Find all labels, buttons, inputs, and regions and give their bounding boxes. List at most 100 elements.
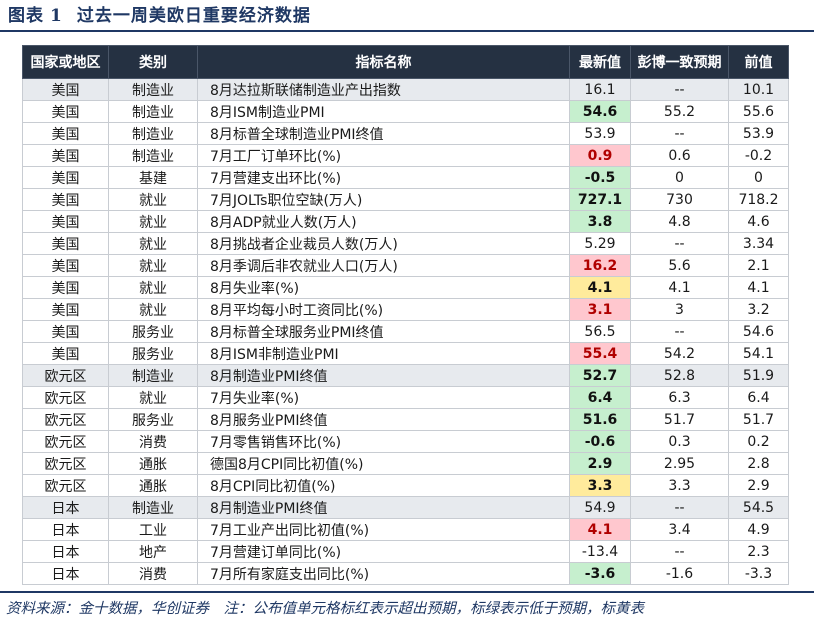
- table-row: 欧元区 制造业 8月制造业PMI终值 52.7 52.8 51.9: [22, 364, 789, 387]
- cell-latest: 0.9: [569, 144, 631, 167]
- cell-category: 就业: [108, 386, 198, 409]
- cell-region: 欧元区: [22, 364, 109, 387]
- cell-consensus: 52.8: [630, 364, 729, 387]
- cell-category: 通胀: [108, 452, 198, 475]
- cell-region: 欧元区: [22, 386, 109, 409]
- cell-indicator: 8月制造业PMI终值: [197, 496, 570, 519]
- table-row: 美国 制造业 8月标普全球制造业PMI终值 53.9 -- 53.9: [22, 122, 789, 145]
- cell-latest: 4.1: [569, 276, 631, 299]
- cell-category: 就业: [108, 188, 198, 211]
- table-body: 美国 制造业 8月达拉斯联储制造业产出指数 16.1 -- 10.1 美国 制造业 8月ISM制…: [22, 78, 789, 585]
- header-consensus: 彭博一致预期: [630, 45, 729, 79]
- cell-indicator: 8月平均每小时工资同比(%): [197, 298, 570, 321]
- table-header-row: 国家或地区 类别 指标名称 最新值 彭博一致预期 前值: [22, 45, 789, 79]
- cell-consensus: 730: [630, 188, 729, 211]
- cell-indicator: 7月零售销售环比(%): [197, 430, 570, 453]
- cell-previous: 3.34: [728, 232, 789, 255]
- cell-consensus: 3.4: [630, 518, 729, 541]
- cell-previous: 54.6: [728, 320, 789, 343]
- cell-consensus: 2.95: [630, 452, 729, 475]
- cell-indicator: 7月失业率(%): [197, 386, 570, 409]
- cell-category: 制造业: [108, 496, 198, 519]
- figure-title: 图表 1 过去一周美欧日重要经济数据: [8, 4, 311, 28]
- cell-indicator: 7月工业产出同比初值(%): [197, 518, 570, 541]
- cell-latest: 16.1: [569, 78, 631, 101]
- cell-category: 就业: [108, 232, 198, 255]
- cell-latest: 2.9: [569, 452, 631, 475]
- cell-consensus: 6.3: [630, 386, 729, 409]
- cell-category: 基建: [108, 166, 198, 189]
- cell-region: 美国: [22, 298, 109, 321]
- cell-previous: 53.9: [728, 122, 789, 145]
- cell-consensus: 3.3: [630, 474, 729, 497]
- cell-consensus: --: [630, 122, 729, 145]
- cell-category: 通胀: [108, 474, 198, 497]
- cell-category: 服务业: [108, 320, 198, 343]
- cell-category: 制造业: [108, 122, 198, 145]
- cell-latest: 727.1: [569, 188, 631, 211]
- cell-latest: -3.6: [569, 562, 631, 585]
- table-row: 欧元区 服务业 8月服务业PMI终值 51.6 51.7 51.7: [22, 408, 789, 431]
- cell-region: 美国: [22, 78, 109, 101]
- cell-latest: 53.9: [569, 122, 631, 145]
- table-row: 欧元区 通胀 德国8月CPI同比初值(%) 2.9 2.95 2.8: [22, 452, 789, 475]
- table-row: 日本 工业 7月工业产出同比初值(%) 4.1 3.4 4.9: [22, 518, 789, 541]
- cell-category: 消费: [108, 562, 198, 585]
- cell-indicator: 8月季调后非农就业人口(万人): [197, 254, 570, 277]
- header-latest: 最新值: [569, 45, 631, 79]
- header-indicator: 指标名称: [197, 45, 570, 79]
- cell-category: 就业: [108, 210, 198, 233]
- cell-latest: -0.6: [569, 430, 631, 453]
- table-row: 美国 制造业 8月ISM制造业PMI 54.6 55.2 55.6: [22, 100, 789, 123]
- footer-rule: [0, 591, 814, 593]
- cell-latest: 4.1: [569, 518, 631, 541]
- cell-indicator: 7月营建支出环比(%): [197, 166, 570, 189]
- cell-region: 美国: [22, 254, 109, 277]
- cell-previous: 54.1: [728, 342, 789, 365]
- cell-previous: 4.1: [728, 276, 789, 299]
- cell-category: 消费: [108, 430, 198, 453]
- cell-region: 美国: [22, 122, 109, 145]
- cell-previous: -3.3: [728, 562, 789, 585]
- table-row: 美国 就业 7月JOLTs职位空缺(万人) 727.1 730 718.2: [22, 188, 789, 211]
- cell-indicator: 7月工厂订单环比(%): [197, 144, 570, 167]
- header-previous: 前值: [728, 45, 789, 79]
- table-row: 美国 就业 8月失业率(%) 4.1 4.1 4.1: [22, 276, 789, 299]
- cell-indicator: 8月服务业PMI终值: [197, 408, 570, 431]
- cell-previous: 3.2: [728, 298, 789, 321]
- cell-latest: 3.3: [569, 474, 631, 497]
- cell-previous: 51.7: [728, 408, 789, 431]
- cell-indicator: 8月挑战者企业裁员人数(万人): [197, 232, 570, 255]
- cell-previous: 55.6: [728, 100, 789, 123]
- cell-previous: 51.9: [728, 364, 789, 387]
- table-row: 美国 服务业 8月标普全球服务业PMI终值 56.5 -- 54.6: [22, 320, 789, 343]
- cell-previous: 2.3: [728, 540, 789, 563]
- table-row: 美国 就业 8月平均每小时工资同比(%) 3.1 3 3.2: [22, 298, 789, 321]
- cell-indicator: 8月达拉斯联储制造业产出指数: [197, 78, 570, 101]
- cell-consensus: 0.3: [630, 430, 729, 453]
- source-note: 资料来源：金十数据，华创证券 注：公布值单元格标红表示超出预期，标绿表示低于预期…: [6, 601, 644, 617]
- cell-latest: 5.29: [569, 232, 631, 255]
- table-row: 美国 基建 7月营建支出环比(%) -0.5 0 0: [22, 166, 789, 189]
- cell-latest: 52.7: [569, 364, 631, 387]
- cell-latest: 56.5: [569, 320, 631, 343]
- cell-previous: 2.1: [728, 254, 789, 277]
- cell-indicator: 8月ADP就业人数(万人): [197, 210, 570, 233]
- cell-latest: 54.9: [569, 496, 631, 519]
- table-row: 日本 制造业 8月制造业PMI终值 54.9 -- 54.5: [22, 496, 789, 519]
- cell-indicator: 8月ISM制造业PMI: [197, 100, 570, 123]
- cell-previous: 54.5: [728, 496, 789, 519]
- economic-data-table: 国家或地区 类别 指标名称 最新值 彭博一致预期 前值 美国 制造业 8月达拉斯联储…: [22, 45, 789, 585]
- table-row: 欧元区 消费 7月零售销售环比(%) -0.6 0.3 0.2: [22, 430, 789, 453]
- table-row: 美国 就业 8月ADP就业人数(万人) 3.8 4.8 4.6: [22, 210, 789, 233]
- cell-category: 就业: [108, 254, 198, 277]
- cell-consensus: --: [630, 78, 729, 101]
- header-region: 国家或地区: [22, 45, 109, 79]
- cell-consensus: 54.2: [630, 342, 729, 365]
- cell-consensus: 4.1: [630, 276, 729, 299]
- cell-region: 美国: [22, 100, 109, 123]
- cell-consensus: --: [630, 540, 729, 563]
- cell-indicator: 8月制造业PMI终值: [197, 364, 570, 387]
- cell-indicator: 7月所有家庭支出同比(%): [197, 562, 570, 585]
- cell-indicator: 8月ISM非制造业PMI: [197, 342, 570, 365]
